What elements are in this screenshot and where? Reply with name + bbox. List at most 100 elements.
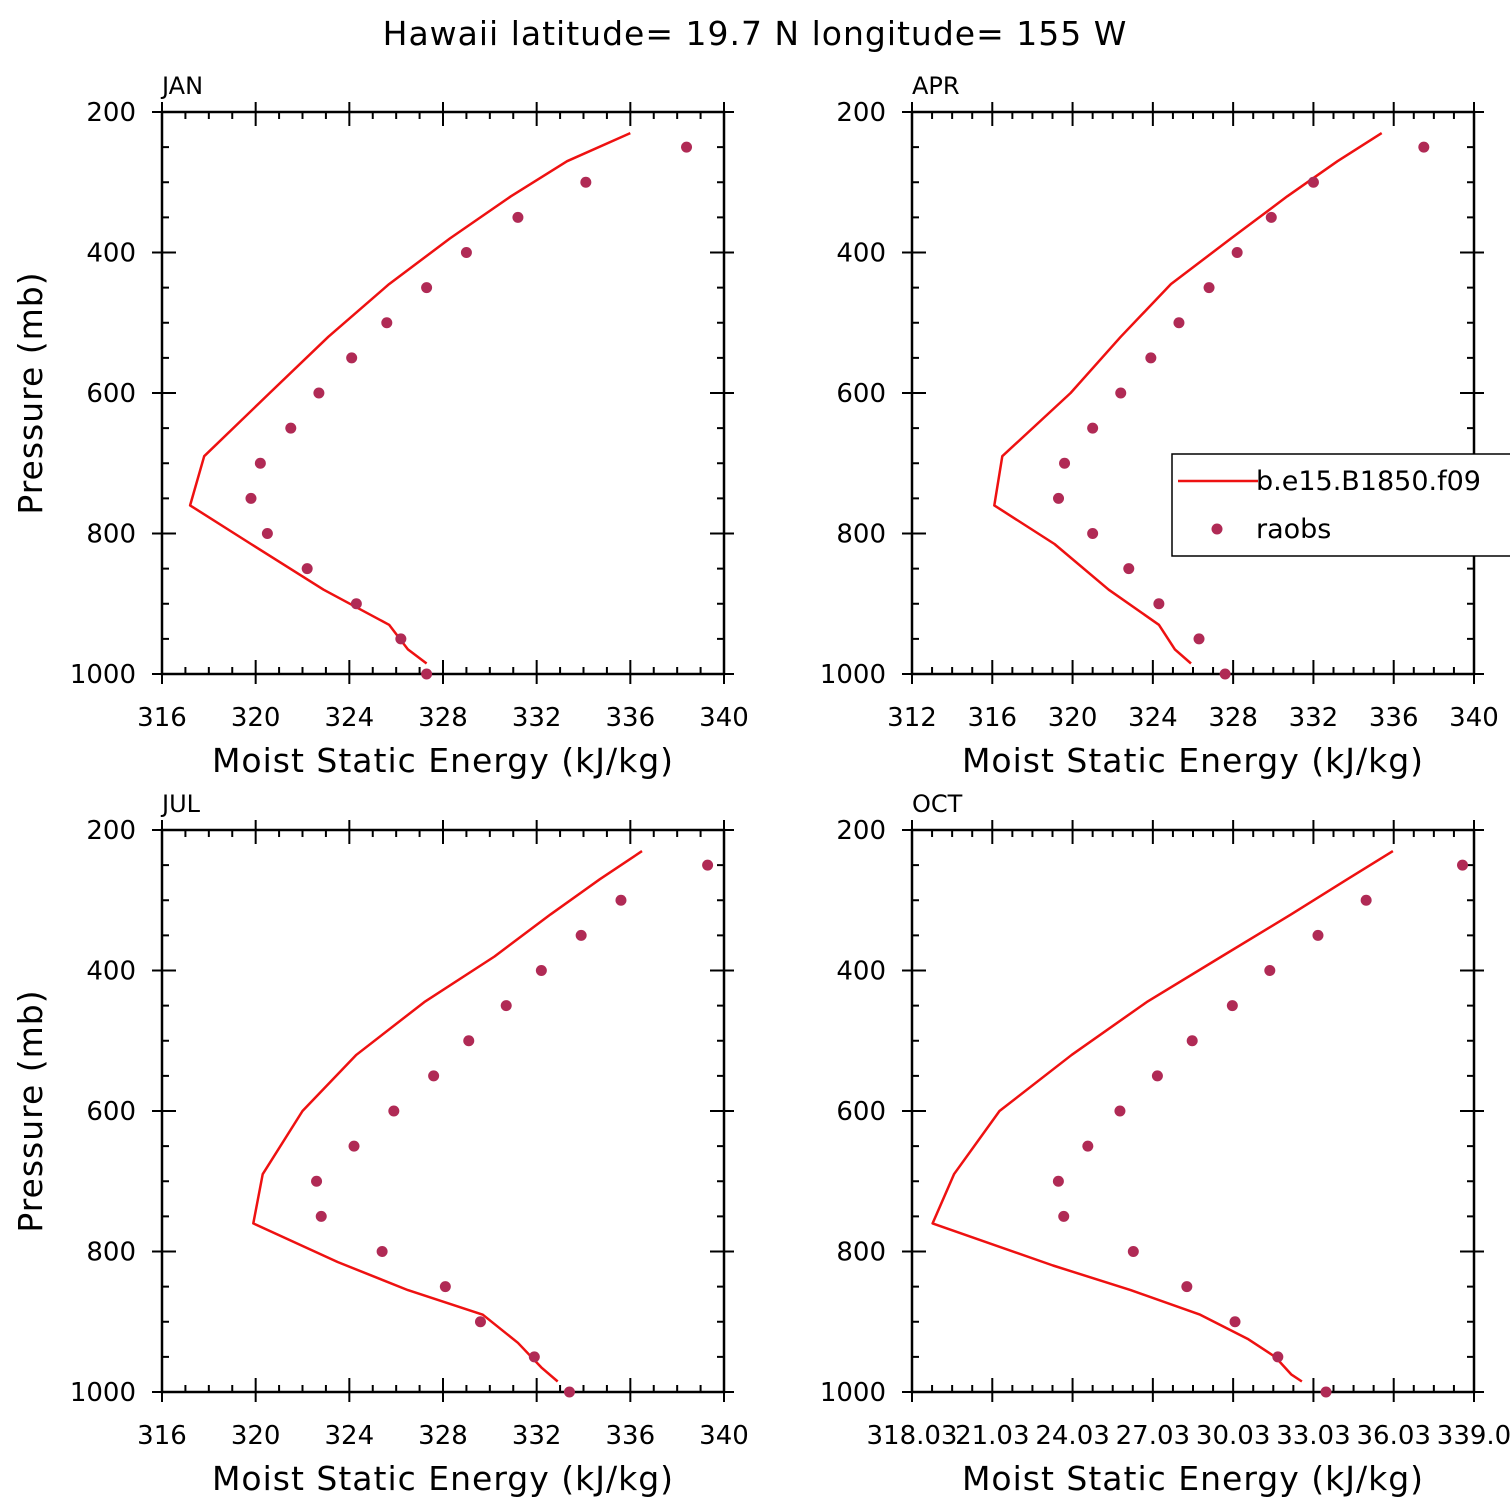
data-point-raobs xyxy=(681,141,693,153)
data-point-raobs xyxy=(348,1140,360,1152)
data-point-raobs xyxy=(1059,457,1071,469)
data-point-raobs xyxy=(421,282,433,294)
panel-label: JUL xyxy=(160,790,201,818)
data-point-raobs xyxy=(315,1210,327,1222)
y-tick-label: 600 xyxy=(836,1097,886,1127)
plot-frame xyxy=(910,110,1476,676)
data-point-raobs xyxy=(460,247,472,258)
x-tick-label: 316 xyxy=(137,1421,187,1451)
data-point-raobs xyxy=(474,1316,486,1328)
y-tick-label: 400 xyxy=(836,957,886,987)
data-point-raobs xyxy=(1082,1140,1094,1152)
data-point-raobs xyxy=(285,422,297,434)
data-point-raobs xyxy=(500,1000,512,1012)
series-line-model xyxy=(252,850,643,1383)
data-point-raobs xyxy=(528,1351,540,1363)
x-tick-label: 340 xyxy=(699,1421,749,1451)
x-tick-label: 328 xyxy=(1208,703,1258,733)
plot-frame xyxy=(160,110,726,676)
data-point-raobs xyxy=(1053,492,1065,504)
x-tick-label: 332 xyxy=(512,703,562,733)
panel-label: JAN xyxy=(160,72,203,100)
x-axis-title: Moist Static Energy (kJ/kg) xyxy=(212,741,674,780)
data-point-raobs xyxy=(346,352,358,364)
x-tick-label: 328 xyxy=(418,1421,468,1451)
y-tick-label: 1000 xyxy=(820,660,886,690)
series-line-model xyxy=(188,131,631,665)
x-tick-label: 320 xyxy=(231,1421,281,1451)
data-point-raobs xyxy=(1145,352,1157,364)
y-tick-label: 200 xyxy=(86,816,136,846)
data-point-raobs xyxy=(1151,1070,1163,1082)
data-point-raobs xyxy=(1181,1281,1193,1293)
y-tick-label: 600 xyxy=(836,379,886,409)
data-point-raobs xyxy=(1123,563,1135,575)
y-axis-title: Pressure (mb) xyxy=(11,271,50,514)
y-tick-label: 200 xyxy=(836,98,886,128)
data-point-raobs xyxy=(1265,211,1277,223)
data-point-raobs xyxy=(245,492,257,504)
data-point-raobs xyxy=(1264,965,1276,976)
panel-apr: APR 312 316 320 324 328 332 336 340 200 400 600 800 1… xyxy=(820,72,1499,780)
figure-title: Hawaii latitude= 19.7 N longitude= 155 W xyxy=(383,14,1128,53)
x-tick-label: 316 xyxy=(967,703,1017,733)
data-point-raobs xyxy=(1173,317,1185,329)
x-tick-label: 336 xyxy=(1369,703,1419,733)
data-point-raobs xyxy=(311,1175,323,1187)
y-tick-label: 800 xyxy=(86,520,136,550)
data-point-raobs xyxy=(512,211,524,223)
panel-jan: JAN 316 320 324 328 332 336 340 200 400 600 800 1000… xyxy=(11,72,749,780)
series-line-model xyxy=(931,850,1394,1383)
y-tick-label: 200 xyxy=(86,98,136,128)
data-point-raobs xyxy=(1052,1175,1064,1187)
data-point-raobs xyxy=(1193,633,1205,645)
plot-frame xyxy=(160,828,726,1394)
data-point-raobs xyxy=(421,668,433,680)
y-axis-title: Pressure (mb) xyxy=(11,989,50,1232)
data-point-raobs xyxy=(1219,668,1231,680)
legend-point-swatch xyxy=(1211,523,1223,535)
y-tick-label: 400 xyxy=(86,957,136,987)
x-tick-label: 324 xyxy=(325,703,375,733)
x-tick-label: 336 xyxy=(606,703,656,733)
series-line-model xyxy=(993,132,1383,665)
y-tick-label: 800 xyxy=(86,1238,136,1268)
data-point-raobs xyxy=(313,387,325,399)
data-point-raobs xyxy=(1226,1000,1238,1012)
data-point-raobs xyxy=(301,563,313,575)
data-point-raobs xyxy=(376,1246,388,1257)
y-tick-label: 600 xyxy=(86,1097,136,1127)
x-tick-label: 328 xyxy=(418,703,468,733)
x-tick-label: 339.0 xyxy=(1437,1421,1510,1451)
x-tick-label: 320 xyxy=(231,703,281,733)
x-tick-label: 332 xyxy=(512,1421,562,1451)
legend-box xyxy=(1171,453,1510,557)
x-tick-label: 336 xyxy=(606,1421,656,1451)
y-tick-label: 400 xyxy=(836,239,886,269)
x-tick-label: 30.03 xyxy=(1196,1421,1270,1451)
y-tick-label: 800 xyxy=(836,1238,886,1268)
data-point-raobs xyxy=(563,1386,575,1398)
data-point-raobs xyxy=(1320,1386,1332,1398)
x-tick-label: 340 xyxy=(1449,703,1499,733)
data-point-raobs xyxy=(615,894,627,906)
data-point-raobs xyxy=(1087,528,1099,539)
data-point-raobs xyxy=(1418,141,1430,153)
panel-label: OCT xyxy=(912,790,963,818)
data-point-raobs xyxy=(1153,598,1165,610)
data-point-raobs xyxy=(463,1035,475,1047)
y-tick-label: 1000 xyxy=(70,660,136,690)
x-axis-title: Moist Static Energy (kJ/kg) xyxy=(962,1459,1424,1498)
x-tick-label: 332 xyxy=(1289,703,1339,733)
legend: b.e15.B1850.f09 raobs xyxy=(1171,453,1510,557)
data-point-raobs xyxy=(1087,422,1099,434)
data-point-raobs xyxy=(350,598,362,610)
x-tick-label: 33.03 xyxy=(1276,1421,1350,1451)
legend-label-obs: raobs xyxy=(1256,514,1331,545)
data-point-raobs xyxy=(1360,894,1372,906)
data-point-raobs xyxy=(439,1281,451,1293)
data-point-raobs xyxy=(1229,1316,1241,1328)
y-tick-label: 200 xyxy=(836,816,886,846)
